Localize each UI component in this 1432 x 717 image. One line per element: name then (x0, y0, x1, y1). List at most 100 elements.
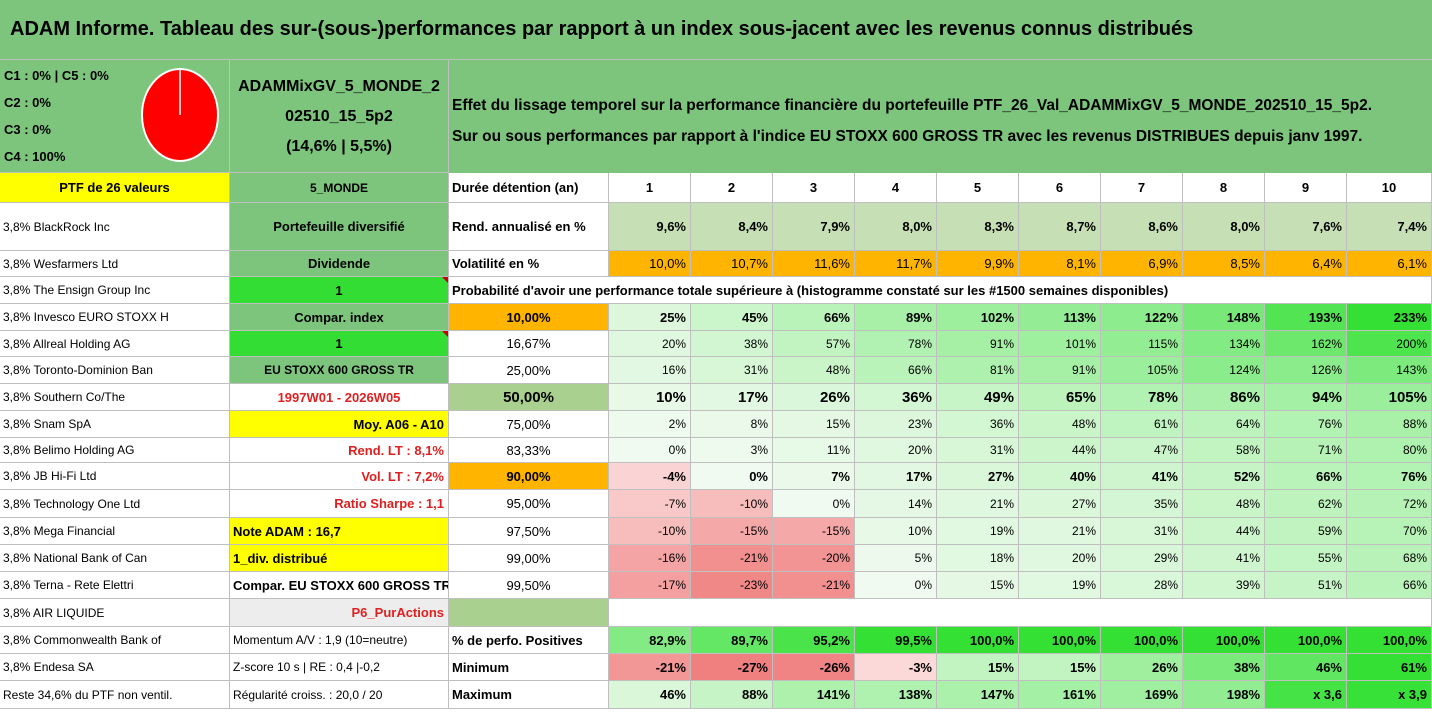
minimum-y2[interactable]: -27% (691, 654, 773, 681)
minimum-y5[interactable]: 15% (937, 654, 1019, 681)
volatility-y7[interactable]: 6,9% (1101, 251, 1183, 277)
probability-3-y6[interactable]: 65% (1019, 384, 1101, 411)
year-header-7[interactable]: 7 (1101, 173, 1183, 203)
probability-7-y8[interactable]: 48% (1183, 490, 1265, 518)
probability-level-9[interactable]: 99,00% (449, 545, 609, 572)
probability-1-y7[interactable]: 115% (1101, 331, 1183, 357)
probability-5-y1[interactable]: 0% (609, 438, 691, 463)
probability-7-y5[interactable]: 21% (937, 490, 1019, 518)
holding-row-8[interactable]: 3,8% Snam SpA (0, 411, 230, 438)
spacer-green[interactable] (449, 599, 609, 627)
volatility-y8[interactable]: 8,5% (1183, 251, 1265, 277)
minimum-y10[interactable]: 61% (1347, 654, 1432, 681)
probability-9-y9[interactable]: 55% (1265, 545, 1347, 572)
probability-1-y10[interactable]: 200% (1347, 331, 1432, 357)
probability-4-y6[interactable]: 48% (1019, 411, 1101, 438)
probability-7-y2[interactable]: -10% (691, 490, 773, 518)
probability-6-y9[interactable]: 66% (1265, 463, 1347, 490)
volatility-y9[interactable]: 6,4% (1265, 251, 1347, 277)
holding-row-17[interactable]: 3,8% Endesa SA (0, 654, 230, 681)
maximum-y5[interactable]: 147% (937, 681, 1019, 709)
maximum-y7[interactable]: 169% (1101, 681, 1183, 709)
probability-3-y3[interactable]: 26% (773, 384, 855, 411)
year-header-1[interactable]: 1 (609, 173, 691, 203)
probability-9-y6[interactable]: 20% (1019, 545, 1101, 572)
holding-row-7[interactable]: 3,8% Southern Co/The (0, 384, 230, 411)
year-header-6[interactable]: 6 (1019, 173, 1101, 203)
probability-1-y1[interactable]: 20% (609, 331, 691, 357)
probability-title-end[interactable] (1347, 277, 1432, 304)
probability-2-y8[interactable]: 124% (1183, 357, 1265, 384)
probability-8-y3[interactable]: -15% (773, 518, 855, 545)
probability-10-y2[interactable]: -23% (691, 572, 773, 599)
return-y3[interactable]: 7,9% (773, 203, 855, 251)
duration-label[interactable]: Durée détention (an) (449, 173, 609, 203)
minimum-y3[interactable]: -26% (773, 654, 855, 681)
probability-9-y5[interactable]: 18% (937, 545, 1019, 572)
info-cell-18[interactable]: Régularité croiss. : 20,0 / 20 (230, 681, 449, 709)
minimum-y8[interactable]: 38% (1183, 654, 1265, 681)
spacer-empty[interactable] (609, 599, 1432, 627)
probability-6-y7[interactable]: 41% (1101, 463, 1183, 490)
probability-0-y6[interactable]: 113% (1019, 304, 1101, 331)
holding-row-11[interactable]: 3,8% Technology One Ltd (0, 490, 230, 518)
probability-9-y2[interactable]: -21% (691, 545, 773, 572)
probability-10-y7[interactable]: 28% (1101, 572, 1183, 599)
holding-row-10[interactable]: 3,8% JB Hi-Fi Ltd (0, 463, 230, 490)
minimum-y9[interactable]: 46% (1265, 654, 1347, 681)
info-cell-8[interactable]: Moy. A06 - A10 (230, 411, 449, 438)
probability-5-y8[interactable]: 58% (1183, 438, 1265, 463)
info-cell-0[interactable]: 5_MONDE (230, 173, 449, 203)
info-cell-3[interactable]: 1 (230, 277, 449, 304)
probability-0-y2[interactable]: 45% (691, 304, 773, 331)
probability-1-y8[interactable]: 134% (1183, 331, 1265, 357)
probability-8-y7[interactable]: 31% (1101, 518, 1183, 545)
probability-9-y1[interactable]: -16% (609, 545, 691, 572)
probability-5-y9[interactable]: 71% (1265, 438, 1347, 463)
minimum-y4[interactable]: -3% (855, 654, 937, 681)
probability-9-y10[interactable]: 68% (1347, 545, 1432, 572)
probability-7-y6[interactable]: 27% (1019, 490, 1101, 518)
probability-level-4[interactable]: 75,00% (449, 411, 609, 438)
holding-row-2[interactable]: 3,8% Wesfarmers Ltd (0, 251, 230, 277)
probability-1-y9[interactable]: 162% (1265, 331, 1347, 357)
probability-3-y1[interactable]: 10% (609, 384, 691, 411)
return-y1[interactable]: 9,6% (609, 203, 691, 251)
maximum-y2[interactable]: 88% (691, 681, 773, 709)
probability-6-y10[interactable]: 76% (1347, 463, 1432, 490)
probability-4-y4[interactable]: 23% (855, 411, 937, 438)
maximum-y8[interactable]: 198% (1183, 681, 1265, 709)
maximum-y4[interactable]: 138% (855, 681, 937, 709)
probability-10-y3[interactable]: -21% (773, 572, 855, 599)
probability-5-y3[interactable]: 11% (773, 438, 855, 463)
return-y9[interactable]: 7,6% (1265, 203, 1347, 251)
probability-5-y10[interactable]: 80% (1347, 438, 1432, 463)
max-label[interactable]: Maximum (449, 681, 609, 709)
probability-7-y4[interactable]: 14% (855, 490, 937, 518)
holding-row-12[interactable]: 3,8% Mega Financial (0, 518, 230, 545)
probability-10-y1[interactable]: -17% (609, 572, 691, 599)
probability-2-y4[interactable]: 66% (855, 357, 937, 384)
probability-level-5[interactable]: 83,33% (449, 438, 609, 463)
minimum-y1[interactable]: -21% (609, 654, 691, 681)
probability-8-y6[interactable]: 21% (1019, 518, 1101, 545)
maximum-y6[interactable]: 161% (1019, 681, 1101, 709)
probability-10-y4[interactable]: 0% (855, 572, 937, 599)
probability-4-y10[interactable]: 88% (1347, 411, 1432, 438)
probability-7-y9[interactable]: 62% (1265, 490, 1347, 518)
probability-2-y9[interactable]: 126% (1265, 357, 1347, 384)
return-y8[interactable]: 8,0% (1183, 203, 1265, 251)
probability-3-y10[interactable]: 105% (1347, 384, 1432, 411)
probability-level-2[interactable]: 25,00% (449, 357, 609, 384)
info-cell-11[interactable]: Ratio Sharpe : 1,1 (230, 490, 449, 518)
holding-row-14[interactable]: 3,8% Terna - Rete Elettri (0, 572, 230, 599)
probability-5-y4[interactable]: 20% (855, 438, 937, 463)
holding-row-16[interactable]: 3,8% Commonwealth Bank of (0, 627, 230, 654)
return-y10[interactable]: 7,4% (1347, 203, 1432, 251)
probability-7-y10[interactable]: 72% (1347, 490, 1432, 518)
probability-1-y4[interactable]: 78% (855, 331, 937, 357)
probability-3-y2[interactable]: 17% (691, 384, 773, 411)
positive-y4[interactable]: 99,5% (855, 627, 937, 654)
volatility-y6[interactable]: 8,1% (1019, 251, 1101, 277)
probability-3-y5[interactable]: 49% (937, 384, 1019, 411)
